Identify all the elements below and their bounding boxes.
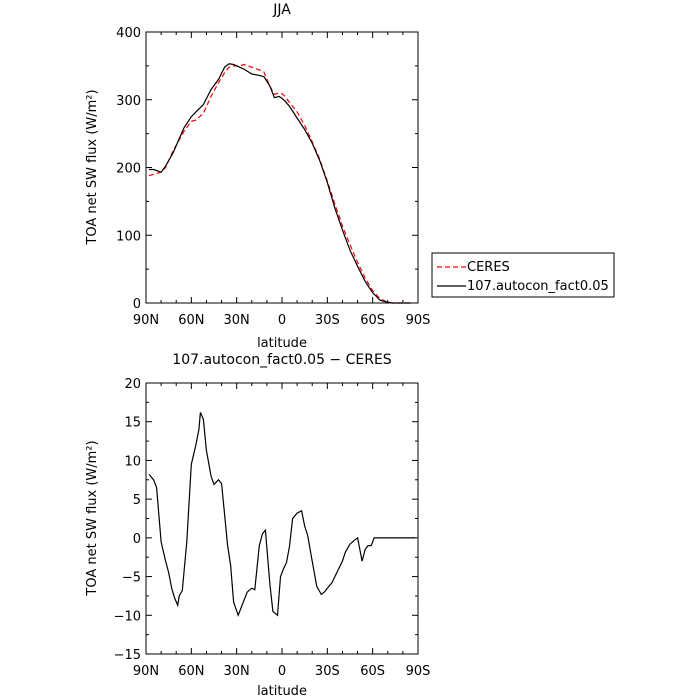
- top-x-tick-label: 30S: [315, 313, 340, 328]
- bottom-y-tick-label: −15: [114, 648, 141, 663]
- bottom-axis-ticks: [145, 382, 419, 655]
- legend: CERES 107.autocon_fact0.05: [431, 252, 615, 298]
- bottom-y-axis-label: TOA net SW flux (W/m²): [85, 440, 100, 596]
- legend-label-model: 107.autocon_fact0.05: [467, 279, 609, 294]
- legend-box: [431, 252, 615, 298]
- bottom-y-tick-label: −10: [114, 609, 141, 624]
- top-y-tick-label: 100: [116, 229, 141, 244]
- top-x-tick-label: 30N: [224, 313, 250, 328]
- top-x-tick-label: 60S: [360, 313, 385, 328]
- top-series-line-1: [149, 63, 411, 304]
- top-x-tick-label: 0: [278, 313, 286, 328]
- bottom-x-tick-label: 60S: [360, 664, 385, 679]
- top-panel: JJA 0 100 200 300 400 90N 60N 30N 0 30S 60S 90S la…: [85, 2, 430, 351]
- top-x-tick-labels: 90N 60N 30N 0 30S 60S 90S: [133, 313, 431, 328]
- top-series-line-0: [148, 63, 411, 304]
- bottom-y-tick-label: 0: [133, 532, 141, 547]
- top-series-lines: [148, 63, 411, 304]
- bottom-x-tick-label: 90N: [133, 664, 159, 679]
- bottom-plot-frame: [145, 382, 419, 655]
- bottom-x-tick-label: 60N: [178, 664, 204, 679]
- bottom-y-tick-label: 20: [124, 377, 141, 392]
- bottom-y-tick-label: 5: [133, 493, 141, 508]
- top-y-tick-label: 400: [116, 26, 141, 41]
- top-plot-frame: [145, 31, 419, 304]
- top-x-tick-label: 90N: [133, 313, 159, 328]
- bottom-y-tick-label: −5: [122, 571, 141, 586]
- top-x-axis-label: latitude: [257, 336, 307, 351]
- top-y-tick-label: 200: [116, 162, 141, 177]
- top-y-tick-label: 300: [116, 94, 141, 109]
- bottom-x-tick-label: 90S: [406, 664, 431, 679]
- bottom-panel: 107.autocon_fact0.05 − CERES −15 −10 −5 0 5 1…: [85, 352, 430, 699]
- top-y-axis-label: TOA net SW flux (W/m²): [85, 89, 100, 245]
- top-chart-title: JJA: [272, 2, 291, 18]
- bottom-x-tick-label: 0: [278, 664, 286, 679]
- top-axis-ticks: [145, 31, 419, 304]
- top-x-tick-label: 90S: [406, 313, 431, 328]
- bottom-y-tick-label: 15: [124, 416, 141, 431]
- legend-label-ceres: CERES: [467, 260, 510, 275]
- bottom-chart-title: 107.autocon_fact0.05 − CERES: [172, 352, 392, 368]
- top-x-tick-label: 60N: [178, 313, 204, 328]
- bottom-series-lines: [148, 412, 415, 618]
- bottom-y-tick-labels: −15 −10 −5 0 5 10 15 20: [114, 377, 141, 663]
- bottom-x-tick-label: 30S: [315, 664, 340, 679]
- bottom-y-tick-label: 10: [124, 454, 141, 469]
- bottom-x-tick-labels: 90N 60N 30N 0 30S 60S 90S: [133, 664, 431, 679]
- bottom-series-line-0: [148, 412, 415, 618]
- top-y-tick-label: 0: [133, 297, 141, 312]
- top-y-tick-labels: 0 100 200 300 400: [116, 26, 141, 312]
- bottom-x-tick-label: 30N: [224, 664, 250, 679]
- bottom-x-axis-label: latitude: [257, 684, 307, 699]
